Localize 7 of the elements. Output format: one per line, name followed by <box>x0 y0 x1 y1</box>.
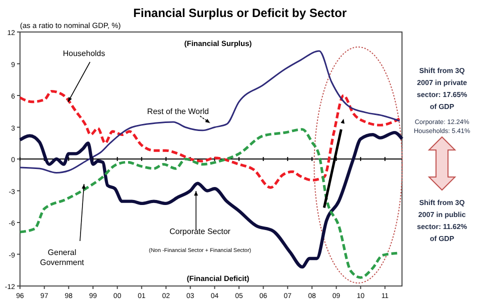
series-label: Rest of the World <box>147 107 209 116</box>
text: Households <box>62 49 106 58</box>
text: General Government <box>40 248 85 267</box>
chart-title: Financial Surplus or Deficit by Sector <box>133 6 348 20</box>
text: Corporate Sector <box>170 227 231 236</box>
line-series <box>18 90 401 189</box>
line-series <box>19 50 400 174</box>
